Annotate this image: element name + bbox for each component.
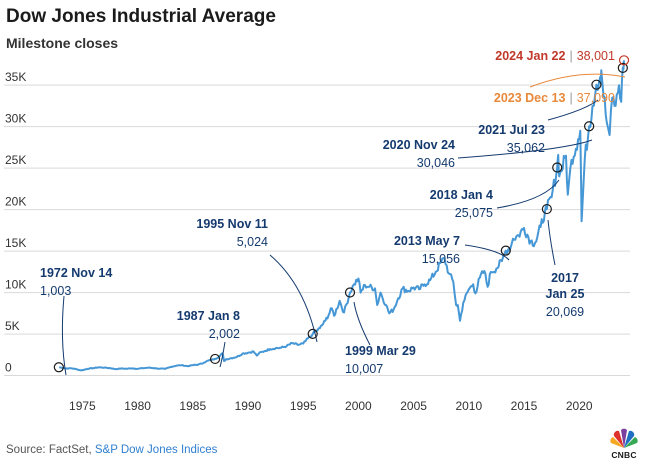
milestone-label: 2020 Nov 24 30,046 [383, 138, 455, 170]
milestone-marker [209, 353, 221, 365]
y-tick-label: 15K [5, 236, 26, 250]
milestone-value: 5,024 [237, 235, 268, 249]
y-tick-label: 0 [5, 361, 12, 375]
milestone-value: 35,062 [507, 141, 545, 155]
milestone-date: 1995 Nov 11 [196, 217, 268, 231]
milestone-date: 2017 [551, 271, 579, 285]
milestone-label: 2021 Jul 23 35,062 [478, 123, 545, 155]
milestone-value: 2,002 [209, 327, 240, 341]
milestone-label: 2018 Jan 4 25,075 [430, 188, 493, 220]
source-link[interactable]: S&P Dow Jones Indices [94, 444, 218, 456]
chart-subtitle: Milestone closes [6, 35, 119, 51]
milestone-date: 2021 Jul 23 [478, 123, 545, 137]
milestone-marker [500, 245, 511, 256]
x-tick-label: 1980 [124, 399, 151, 413]
x-tick-label: 2000 [345, 399, 372, 413]
x-tick-label: 1975 [69, 399, 96, 413]
milestone-leader-line [353, 301, 371, 346]
y-tick-label: 10K [5, 278, 26, 292]
milestone-label: 2013 May 7 15,056 [394, 234, 460, 266]
y-tick-label: 35K [5, 70, 26, 84]
milestone-leader-line [547, 99, 599, 121]
milestone-leader-line [547, 219, 556, 266]
milestone-date: 1999 Mar 29 [345, 344, 416, 358]
milestone-marker [617, 62, 628, 73]
milestone-date: 2018 Jan 4 [430, 188, 493, 202]
milestone-value: 10,007 [345, 362, 383, 376]
milestone-leader-line [457, 139, 593, 159]
milestone-label: 1999 Mar 29 10,007 [345, 344, 416, 376]
milestone-value: 20,069 [546, 305, 584, 319]
milestone-marker [541, 203, 552, 215]
milestone-date: Jan 25 [546, 287, 585, 301]
cnbc-logo: CNBC [606, 428, 642, 462]
milestone-marker [584, 121, 595, 132]
chart-title: Dow Jones Industrial Average [6, 6, 276, 27]
y-tick-label: 30K [5, 112, 26, 126]
milestone-label: 2024 Jan 22 | 38,001 [495, 49, 615, 63]
x-tick-label: 2010 [455, 399, 482, 413]
source-note: Source: FactSet, S&P Dow Jones Indices [6, 444, 217, 456]
milestone-date: 1972 Nov 14 [40, 266, 112, 280]
milestone-date: 1987 Jan 8 [177, 309, 240, 323]
milestone-label: 1987 Jan 8 2,002 [177, 309, 240, 341]
milestone-label: 2023 Dec 13 | 37,090 [494, 91, 615, 105]
milestone-marker [591, 79, 602, 90]
x-tick-label: 1990 [235, 399, 262, 413]
dow-series-line [58, 60, 625, 372]
x-tick-label: 2015 [511, 399, 538, 413]
y-tick-label: 20K [5, 195, 26, 209]
milestone-leader-line [529, 73, 626, 88]
y-tick-label: 5K [5, 319, 20, 333]
x-tick-label: 1995 [290, 399, 317, 413]
x-tick-label: 1985 [179, 399, 206, 413]
milestone-leader-line [496, 179, 560, 209]
milestone-value: 30,046 [417, 156, 455, 170]
x-tick-label: 2020 [566, 399, 593, 413]
milestone-value: 15,056 [422, 252, 460, 266]
milestone-label: 2017 Jan 25 20,069 [546, 271, 585, 319]
milestone-text: 2023 Dec 13 | 37,090 [494, 91, 615, 105]
milestone-value: 1,003 [40, 284, 71, 298]
dow-jones-line-chart: 0 5K 10K 15K 20K 25K 30K 35K 1975 1980 1985 1990 199… [4, 49, 630, 413]
logo-text: CNBC [611, 450, 637, 460]
milestone-marker [53, 362, 64, 373]
milestone-date: 2020 Nov 24 [383, 138, 455, 152]
milestone-marker [618, 55, 630, 66]
milestone-value: 25,075 [455, 206, 493, 220]
milestone-marker [307, 328, 318, 339]
milestone-leader-line [269, 254, 318, 343]
milestone-marker [552, 162, 563, 173]
milestone-label: 1972 Nov 14 1,003 [40, 266, 112, 298]
milestone-leader-line [61, 295, 67, 376]
x-tick-label: 2005 [400, 399, 427, 413]
milestone-marker [344, 287, 356, 298]
milestone-date: 2013 May 7 [394, 234, 460, 248]
source-prefix: Source: FactSet, [6, 444, 95, 456]
y-tick-label: 25K [5, 153, 26, 167]
milestone-leader-line [219, 341, 226, 368]
milestone-label: 1995 Nov 11 5,024 [196, 217, 268, 249]
peacock-icon [610, 428, 638, 448]
milestone-text: 2024 Jan 22 | 38,001 [495, 49, 615, 63]
milestone-leader-line [464, 244, 510, 261]
